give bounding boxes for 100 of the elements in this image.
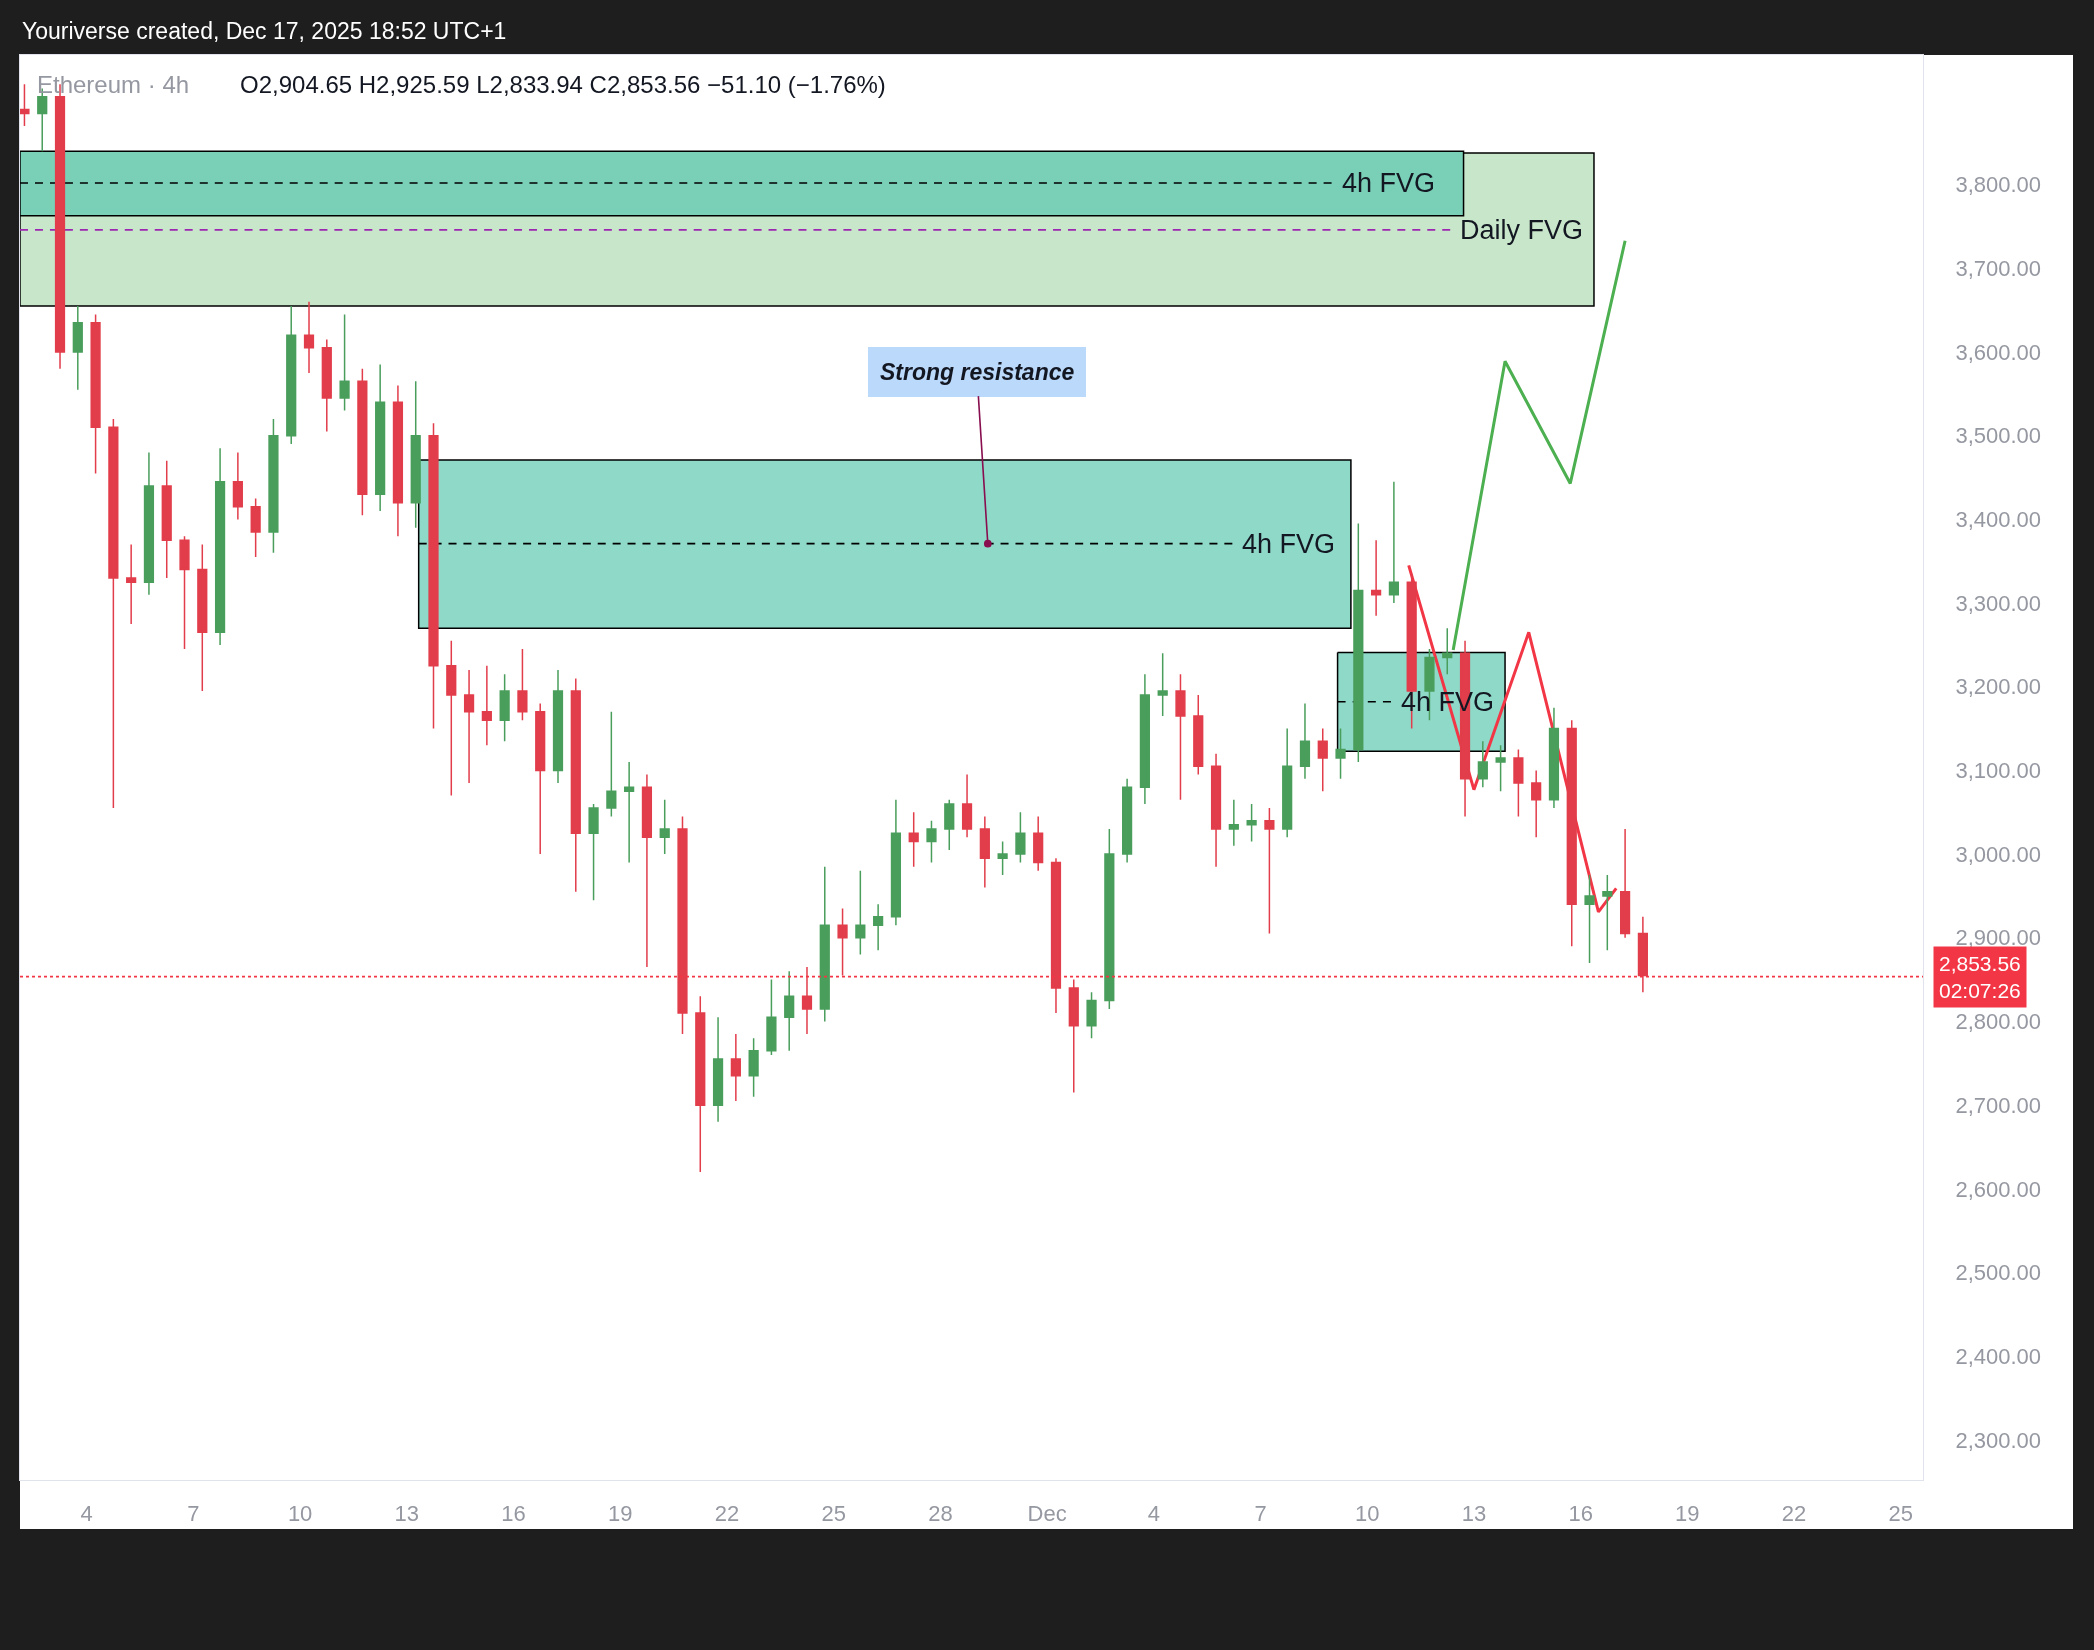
y-tick-label: 3,400.00 xyxy=(1955,507,2042,533)
y-tick-label: 3,300.00 xyxy=(1955,590,2042,616)
candlestick xyxy=(1548,706,1560,809)
x-tick-label: 7 xyxy=(1254,1501,1267,1527)
candlestick xyxy=(410,380,421,529)
candlestick xyxy=(695,995,706,1173)
y-tick-label: 3,600.00 xyxy=(1955,339,2042,365)
candlestick xyxy=(517,648,528,721)
candlestick xyxy=(72,305,83,391)
ref-line-label: 2,853.56 02:07:26 xyxy=(1939,952,2021,1003)
candlestick xyxy=(428,422,439,730)
candlestick xyxy=(214,447,226,646)
candlestick xyxy=(392,384,404,537)
candlestick xyxy=(1637,916,1648,993)
candlestick xyxy=(481,665,492,747)
candlestick xyxy=(161,460,172,579)
candlestick xyxy=(979,815,990,889)
candlestick xyxy=(268,418,279,554)
series-label: 4h FVG xyxy=(1342,168,1436,198)
candlestick xyxy=(873,903,884,952)
candlestick xyxy=(303,301,315,374)
candlestick xyxy=(997,840,1008,876)
x-tick-label: 25 xyxy=(1888,1501,1914,1527)
candlestick xyxy=(606,711,617,818)
candlestick xyxy=(535,702,546,855)
candlestick xyxy=(1602,874,1613,952)
annotation: Strong resistance xyxy=(880,359,1075,385)
y-tick-label: 2,900.00 xyxy=(1955,925,2042,951)
candlestick xyxy=(1619,828,1631,939)
candlestick xyxy=(357,368,368,516)
candlestick xyxy=(659,798,670,855)
candlestick xyxy=(748,1037,759,1098)
candlestick xyxy=(1104,828,1115,1010)
candlestick xyxy=(1175,673,1186,801)
candlestick xyxy=(1388,481,1399,604)
x-tick-label: Dec xyxy=(1027,1501,1067,1527)
candlestick xyxy=(766,978,777,1056)
candlestick xyxy=(1193,694,1204,776)
x-tick-label: 19 xyxy=(608,1501,633,1527)
candlestick xyxy=(250,497,261,558)
candlestick xyxy=(837,907,848,977)
y-tick-label: 2,500.00 xyxy=(1955,1260,2042,1286)
candlestick xyxy=(20,83,30,127)
y-tick-label: 2,300.00 xyxy=(1955,1427,2042,1453)
candlestick xyxy=(1033,815,1044,872)
candlestick xyxy=(641,773,653,968)
x-tick-label: 13 xyxy=(394,1501,420,1527)
candlestick xyxy=(1299,702,1311,780)
candlestick xyxy=(108,418,119,809)
candlestick xyxy=(1566,719,1577,947)
candlestick xyxy=(1371,539,1382,617)
x-tick-label: 4 xyxy=(1147,1501,1160,1527)
candlestick xyxy=(1335,727,1346,780)
candlestick xyxy=(552,669,564,784)
candlestick xyxy=(890,798,902,926)
candlestick xyxy=(1068,978,1079,1094)
candlestick xyxy=(339,313,350,412)
candlestick xyxy=(961,773,973,839)
candlestick xyxy=(232,451,243,521)
candlestick xyxy=(944,798,955,851)
candlestick xyxy=(179,535,190,650)
candlestick xyxy=(446,639,457,797)
candlestick xyxy=(730,1033,741,1102)
candlestick xyxy=(1122,778,1133,864)
candlestick xyxy=(855,870,866,956)
y-tick-label: 3,700.00 xyxy=(1955,256,2042,282)
candlestick xyxy=(126,543,137,625)
candlestick xyxy=(1139,673,1151,805)
candlestick xyxy=(1050,857,1062,1014)
candlestick xyxy=(588,803,599,901)
annotation: O2,904.65 H2,925.59 L2,833.94 C2,853.56 −51.10 (−1.76%) xyxy=(240,71,886,98)
candlestick xyxy=(1086,991,1097,1039)
x-tick-label: 28 xyxy=(928,1501,953,1527)
x-tick-label: 4 xyxy=(80,1501,93,1527)
candlestick xyxy=(197,543,208,692)
x-tick-label: 13 xyxy=(1461,1501,1487,1527)
candlestick xyxy=(908,811,919,868)
series-label: 4h FVG xyxy=(1242,529,1336,559)
candlestick xyxy=(143,451,155,596)
text: Ethereum · 4h xyxy=(37,71,190,99)
x-tick-label: 22 xyxy=(714,1501,740,1527)
y-tick-label: 2,600.00 xyxy=(1955,1176,2042,1202)
candlestick xyxy=(1228,798,1239,847)
candlestick xyxy=(321,338,332,433)
candlestick xyxy=(1584,874,1595,964)
candlestick xyxy=(1477,740,1488,788)
x-tick-label: 10 xyxy=(287,1501,313,1527)
y-tick-label: 3,100.00 xyxy=(1955,758,2042,784)
x-tick-label: 22 xyxy=(1781,1501,1807,1527)
candlestick xyxy=(1513,748,1524,818)
candlestick xyxy=(1353,522,1364,763)
x-tick-label: 10 xyxy=(1354,1501,1380,1527)
candlestick xyxy=(624,761,635,864)
candlestick xyxy=(1246,803,1257,843)
candlestick xyxy=(926,819,937,864)
candlestick xyxy=(784,970,795,1052)
candlestick xyxy=(375,363,386,512)
y-tick-label: 3,800.00 xyxy=(1955,172,2042,198)
candlestick xyxy=(90,313,101,475)
x-tick-label: 7 xyxy=(187,1501,200,1527)
